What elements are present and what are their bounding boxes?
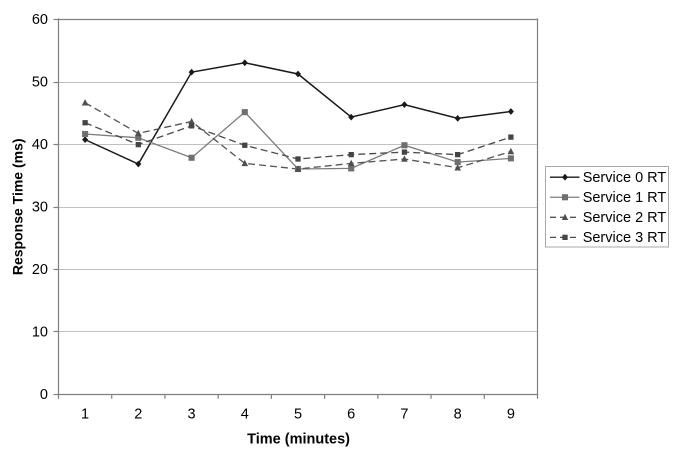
svg-text:Service 2 RT: Service 2 RT	[583, 210, 667, 226]
svg-text:3: 3	[188, 406, 196, 422]
svg-text:Time (minutes): Time (minutes)	[247, 431, 350, 447]
svg-text:0: 0	[40, 387, 48, 403]
svg-text:Response Time (ms): Response Time (ms)	[10, 138, 26, 275]
svg-text:30: 30	[32, 200, 48, 216]
svg-text:6: 6	[347, 406, 355, 422]
svg-text:Service 0 RT: Service 0 RT	[583, 170, 667, 186]
svg-text:7: 7	[400, 406, 408, 422]
svg-text:5: 5	[294, 406, 302, 422]
svg-text:10: 10	[32, 325, 48, 341]
svg-text:20: 20	[32, 262, 48, 278]
svg-text:Service 3 RT: Service 3 RT	[583, 230, 667, 246]
svg-text:60: 60	[32, 12, 48, 28]
svg-text:2: 2	[134, 406, 142, 422]
svg-text:40: 40	[32, 137, 48, 153]
svg-text:1: 1	[81, 406, 89, 422]
svg-text:Service 1 RT: Service 1 RT	[583, 190, 667, 206]
svg-text:4: 4	[241, 406, 249, 422]
svg-text:50: 50	[32, 75, 48, 91]
svg-text:8: 8	[454, 406, 462, 422]
svg-text:9: 9	[507, 406, 515, 422]
